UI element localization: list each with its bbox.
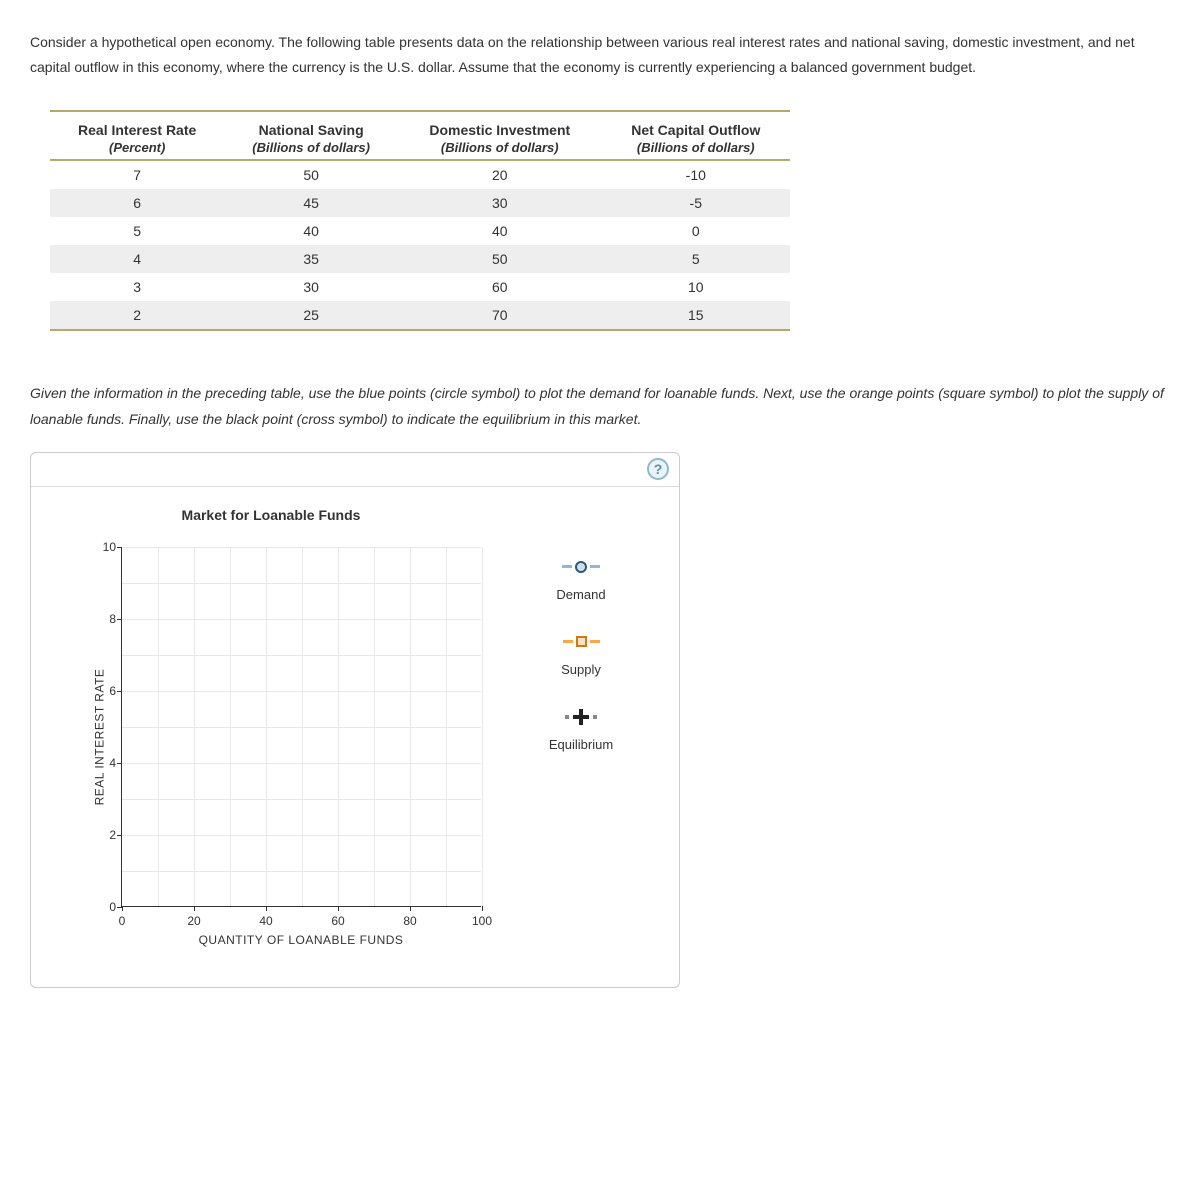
table-row: 2257015 <box>50 301 790 330</box>
x-tick-mark <box>410 906 411 911</box>
table-row: 540400 <box>50 217 790 245</box>
y-tick-label: 8 <box>92 612 116 626</box>
gridline <box>122 871 481 872</box>
gridline <box>122 583 481 584</box>
gridline <box>122 763 481 764</box>
y-tick-mark <box>117 763 122 764</box>
table-cell: 0 <box>602 217 790 245</box>
x-tick-label: 0 <box>119 914 126 928</box>
gridline <box>122 691 481 692</box>
x-axis-label: QUANTITY OF LOANABLE FUNDS <box>101 933 501 947</box>
x-tick-mark <box>266 906 267 911</box>
legend-label: Demand <box>531 587 631 602</box>
y-tick-label: 2 <box>92 828 116 842</box>
table-header-row: Real Interest Rate(Percent) National Sav… <box>50 111 790 160</box>
gridline <box>122 835 481 836</box>
table-row: 64530-5 <box>50 189 790 217</box>
table-cell: 45 <box>224 189 398 217</box>
table-cell: 3 <box>50 273 224 301</box>
table-cell: 5 <box>50 217 224 245</box>
gridline <box>122 655 481 656</box>
table-cell: 2 <box>50 301 224 330</box>
x-tick-label: 20 <box>187 914 200 928</box>
col-header: Net Capital Outflow(Billions of dollars) <box>602 111 790 160</box>
table-cell: 50 <box>398 245 602 273</box>
y-tick-mark <box>117 835 122 836</box>
y-tick-mark <box>117 691 122 692</box>
square-icon <box>531 632 631 652</box>
chart-toolbar: ? <box>31 453 679 487</box>
table-cell: 30 <box>224 273 398 301</box>
x-tick-mark <box>482 906 483 911</box>
plot-region[interactable]: 0246810020406080100 <box>121 547 481 907</box>
gridline <box>122 547 481 548</box>
table-cell: 50 <box>224 160 398 189</box>
table-cell: 30 <box>398 189 602 217</box>
y-tick-label: 4 <box>92 756 116 770</box>
gridline <box>482 547 483 906</box>
help-icon[interactable]: ? <box>647 458 669 480</box>
table-row: 435505 <box>50 245 790 273</box>
table-row: 75020-10 <box>50 160 790 189</box>
y-tick-mark <box>117 547 122 548</box>
chart-area[interactable]: Market for Loanable Funds REAL INTEREST … <box>41 507 501 967</box>
x-tick-label: 100 <box>472 914 492 928</box>
x-tick-mark <box>194 906 195 911</box>
legend-item-equilibrium[interactable]: Equilibrium <box>531 707 631 752</box>
table-row: 3306010 <box>50 273 790 301</box>
chart-panel: ? Market for Loanable Funds REAL INTERES… <box>30 452 680 988</box>
y-tick-label: 10 <box>92 540 116 554</box>
col-header: National Saving(Billions of dollars) <box>224 111 398 160</box>
table-cell: 7 <box>50 160 224 189</box>
table-cell: 40 <box>224 217 398 245</box>
table-cell: 10 <box>602 273 790 301</box>
cross-icon <box>531 707 631 727</box>
circle-icon <box>531 557 631 577</box>
x-tick-label: 40 <box>259 914 272 928</box>
table-cell: 40 <box>398 217 602 245</box>
table-cell: 35 <box>224 245 398 273</box>
table-cell: 5 <box>602 245 790 273</box>
table-cell: -10 <box>602 160 790 189</box>
table-cell: 70 <box>398 301 602 330</box>
instructions-text: Given the information in the preceding t… <box>30 381 1170 431</box>
gridline <box>122 619 481 620</box>
chart-title: Market for Loanable Funds <box>41 507 501 523</box>
legend: Demand Supply Equilibrium <box>501 507 641 967</box>
table-cell: 20 <box>398 160 602 189</box>
y-tick-mark <box>117 619 122 620</box>
col-header: Domestic Investment(Billions of dollars) <box>398 111 602 160</box>
gridline <box>122 799 481 800</box>
gridline <box>122 727 481 728</box>
intro-text: Consider a hypothetical open economy. Th… <box>30 30 1170 80</box>
table-cell: 15 <box>602 301 790 330</box>
table-cell: 4 <box>50 245 224 273</box>
col-header: Real Interest Rate(Percent) <box>50 111 224 160</box>
data-table: Real Interest Rate(Percent) National Sav… <box>50 110 790 331</box>
x-tick-mark <box>338 906 339 911</box>
legend-label: Supply <box>531 662 631 677</box>
table-cell: 25 <box>224 301 398 330</box>
x-tick-mark <box>122 906 123 911</box>
legend-item-supply[interactable]: Supply <box>531 632 631 677</box>
x-tick-label: 60 <box>331 914 344 928</box>
x-tick-label: 80 <box>403 914 416 928</box>
legend-item-demand[interactable]: Demand <box>531 557 631 602</box>
legend-label: Equilibrium <box>531 737 631 752</box>
y-tick-label: 6 <box>92 684 116 698</box>
table-cell: 60 <box>398 273 602 301</box>
table-cell: 6 <box>50 189 224 217</box>
table-cell: -5 <box>602 189 790 217</box>
y-tick-label: 0 <box>92 900 116 914</box>
